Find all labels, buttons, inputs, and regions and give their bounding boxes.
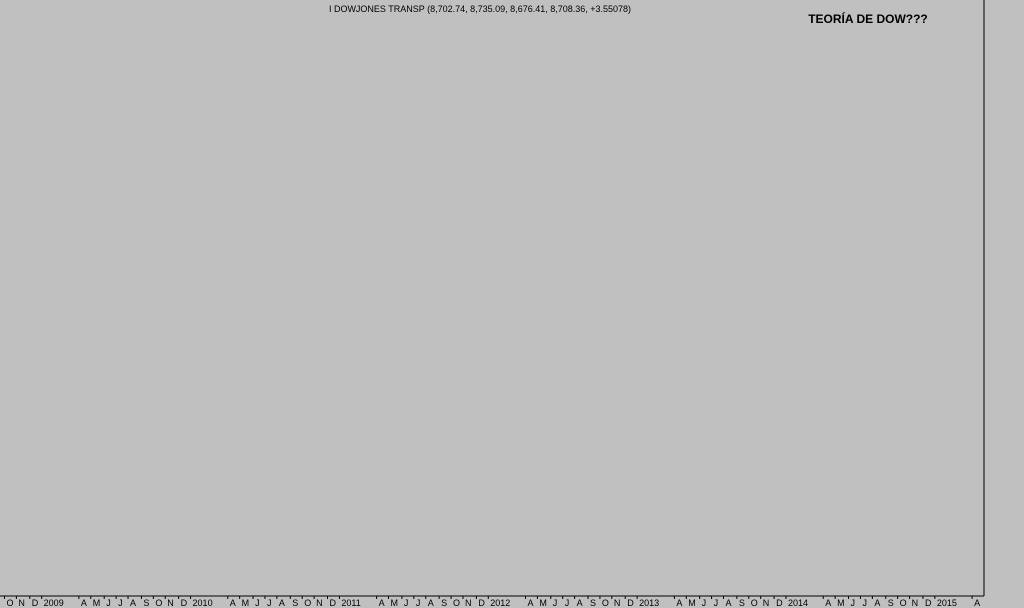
x-tick-label: J	[862, 598, 867, 608]
x-tick-label: N	[614, 598, 621, 608]
x-tick-label: D	[925, 598, 932, 608]
x-tick-label: A	[974, 598, 980, 608]
x-tick-label: N	[18, 598, 25, 608]
x-tick-label: N	[316, 598, 323, 608]
x-tick-label: J	[702, 598, 707, 608]
x-tick-label: A	[279, 598, 285, 608]
x-tick-label: N	[465, 598, 472, 608]
x-tick-label: M	[93, 598, 101, 608]
x-tick-label: O	[304, 598, 311, 608]
x-tick-label: J	[565, 598, 570, 608]
x-tick-label: 2011	[341, 598, 360, 608]
x-tick-label: A	[874, 598, 880, 608]
x-tick-label: N	[763, 598, 770, 608]
x-tick-label: D	[32, 598, 39, 608]
x-tick-label: S	[441, 598, 447, 608]
x-tick-label: J	[714, 598, 719, 608]
x-tick-label: M	[242, 598, 250, 608]
x-tick-label: J	[416, 598, 421, 608]
x-tick-label: 2009	[44, 598, 64, 608]
x-tick-label: M	[837, 598, 845, 608]
x-tick-label: O	[453, 598, 460, 608]
x-tick-label: M	[391, 598, 399, 608]
x-tick-label: M	[688, 598, 696, 608]
x-tick-label: A	[825, 598, 831, 608]
x-tick-label: A	[725, 598, 731, 608]
x-tick-label: S	[590, 598, 596, 608]
x-tick-label: S	[292, 598, 298, 608]
x-tick-label: D	[330, 598, 337, 608]
x-tick-label: D	[478, 598, 485, 608]
x-tick-label: O	[155, 598, 162, 608]
x-tick-label: 2015	[937, 598, 957, 608]
x-tick-label: A	[676, 598, 682, 608]
x-tick-label: A	[428, 598, 434, 608]
x-tick-label: S	[888, 598, 894, 608]
x-tick-label: O	[602, 598, 609, 608]
x-tick-label: J	[851, 598, 856, 608]
x-tick-label: S	[739, 598, 745, 608]
x-tick-label: O	[900, 598, 907, 608]
x-tick-label: N	[912, 598, 919, 608]
x-tick-label: D	[181, 598, 188, 608]
x-tick-label: J	[255, 598, 260, 608]
x-tick-label: M	[539, 598, 547, 608]
x-tick-label: 2014	[788, 598, 808, 608]
x-tick-label: A	[527, 598, 533, 608]
x-tick-label: J	[118, 598, 123, 608]
x-tick-label: 2010	[193, 598, 213, 608]
x-tick-label: J	[267, 598, 272, 608]
x-tick-label: J	[106, 598, 111, 608]
x-tick-label: J	[404, 598, 409, 608]
x-axis-ticks: O N D 2009 A M J J A S O N D 2010 A M J J A S O N D 2011 A M J J A S O…	[3, 596, 980, 608]
x-tick-label: J	[553, 598, 558, 608]
x-tick-label: A	[577, 598, 583, 608]
chart-annotation: TEORÍA DE DOW???	[808, 11, 928, 26]
x-tick-label: D	[776, 598, 783, 608]
x-tick-label: D	[627, 598, 634, 608]
x-tick-label: O	[751, 598, 758, 608]
x-tick-label: A	[230, 598, 236, 608]
x-tick-label: 2012	[490, 598, 510, 608]
x-tick-label: A	[379, 598, 385, 608]
x-tick-label: S	[143, 598, 149, 608]
chart-title: I DOWJONES TRANSP (8,702.74, 8,735.09, 8…	[329, 4, 631, 14]
x-tick-label: O	[6, 598, 13, 608]
x-tick-label: N	[167, 598, 174, 608]
x-tick-label: 2013	[639, 598, 659, 608]
x-tick-label: A	[81, 598, 87, 608]
x-tick-label: A	[130, 598, 136, 608]
